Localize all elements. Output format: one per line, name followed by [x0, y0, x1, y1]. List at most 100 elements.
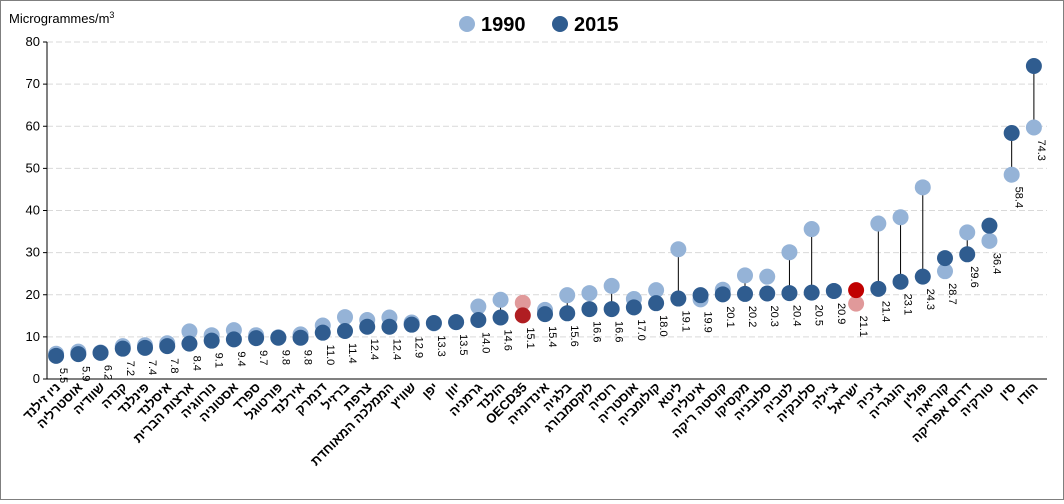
y-tick-label: 0: [33, 371, 40, 386]
point-2015: [114, 340, 131, 357]
point-2015: [625, 299, 642, 316]
point-2015: [759, 285, 776, 302]
point-2015: [914, 268, 931, 285]
point-1990: [870, 215, 887, 232]
data-label: 23.1: [902, 294, 914, 315]
point-1990: [781, 244, 798, 261]
point-2015: [559, 305, 576, 322]
data-label: 36.4: [990, 253, 1002, 274]
legend-marker-2015: [552, 16, 568, 32]
point-2015: [492, 309, 509, 326]
point-1990: [759, 268, 776, 285]
data-label: 28.7: [946, 283, 958, 304]
point-1990: [559, 287, 576, 304]
point-2015: [892, 273, 909, 290]
point-1990: [181, 323, 198, 340]
data-label: 15.4: [546, 326, 558, 347]
data-label: 19.9: [702, 311, 714, 332]
point-2015: [648, 295, 665, 312]
data-label: 7.8: [168, 358, 180, 373]
point-2015: [1025, 58, 1042, 75]
data-label: 5.5: [57, 368, 69, 383]
data-label: 17.0: [635, 319, 647, 340]
data-label: 21.4: [879, 301, 891, 322]
data-label: 13.5: [457, 334, 469, 355]
data-label: 16.6: [613, 321, 625, 342]
category-label: הודו: [1013, 380, 1041, 408]
point-2015: [337, 322, 353, 339]
data-label: 20.2: [746, 306, 758, 327]
y-tick-label: 10: [26, 329, 40, 344]
point-1990: [959, 224, 976, 241]
point-1990: [848, 295, 865, 312]
point-1990: [670, 241, 687, 258]
y-tick-label: 60: [26, 118, 40, 133]
data-label: 14.0: [479, 332, 491, 353]
data-label: 9.1: [213, 353, 225, 368]
point-2015: [270, 329, 287, 346]
y-tick-label: 20: [26, 287, 40, 302]
data-label: 24.3: [924, 289, 936, 310]
point-2015: [981, 217, 998, 234]
point-1990: [914, 179, 931, 196]
y-axis-unit-label: Microgrammes/m3: [9, 10, 114, 26]
point-1990: [737, 267, 753, 284]
y-tick-labels: 0 10 20 30 40 50 60 70 80: [26, 34, 40, 386]
y-tick-label: 30: [26, 245, 40, 260]
point-2015: [314, 324, 331, 341]
point-1990: [581, 285, 598, 302]
data-label: 20.1: [724, 306, 736, 327]
data-label: 16.6: [590, 321, 602, 342]
point-1990: [492, 291, 509, 308]
point-2015: [714, 286, 731, 303]
point-2015: [70, 346, 87, 363]
data-label: 20.3: [768, 305, 780, 326]
data-label: 21.1: [857, 316, 869, 337]
point-2015: [670, 290, 687, 307]
point-2015: [48, 347, 65, 364]
point-1990: [603, 277, 620, 294]
data-label: 58.4: [1013, 187, 1025, 208]
category-label: יפן: [419, 380, 441, 402]
data-labels: 5.5 5.9 6.2 7.2 7.4 7.8 8.4 9.1 9.4 9.7 9.8 9.8 11.0…: [57, 140, 1047, 384]
data-label: 12.4: [368, 339, 380, 360]
legend-label-1990: 1990: [481, 14, 526, 36]
point-2015: [848, 282, 865, 299]
legend-label-2015: 2015: [574, 14, 619, 36]
data-label: 19.1: [679, 311, 691, 332]
data-label: 9.8: [302, 350, 314, 365]
data-label: 20.9: [835, 303, 847, 324]
point-2015: [581, 301, 598, 318]
legend: 1990 2015: [459, 14, 619, 36]
data-label: 9.7: [257, 350, 269, 365]
grid-lines: [47, 41, 1047, 338]
data-label: 9.8: [279, 350, 291, 365]
point-2015: [537, 306, 553, 323]
point-2015: [470, 312, 487, 329]
point-2015: [959, 246, 976, 263]
data-label: 20.5: [813, 305, 825, 326]
category-labels: ניו זילנדאוסטרליהשוודיהקנדהפינלנדאיסלנדא…: [20, 379, 1041, 468]
point-2015: [403, 316, 420, 333]
point-2015: [137, 339, 153, 356]
point-2015: [359, 318, 376, 335]
data-label: 12.9: [413, 337, 425, 358]
point-2015: [381, 318, 398, 335]
point-1990: [1003, 166, 1020, 183]
data-points: [48, 58, 1042, 364]
point-2015: [937, 250, 953, 267]
data-label: 18.0: [657, 315, 669, 336]
data-label: 74.3: [1035, 140, 1047, 161]
y-tick-label: 80: [26, 34, 40, 49]
legend-marker-1990: [459, 16, 475, 32]
point-2015: [603, 301, 620, 318]
point-2015: [514, 307, 531, 324]
data-label: 7.4: [146, 360, 158, 375]
point-2015: [225, 331, 242, 348]
data-label: 8.4: [190, 356, 202, 371]
point-2015: [1003, 124, 1020, 141]
data-label: 9.4: [235, 351, 247, 366]
data-label: 5.9: [79, 366, 91, 381]
point-1990: [470, 298, 487, 315]
point-1990: [937, 263, 953, 280]
